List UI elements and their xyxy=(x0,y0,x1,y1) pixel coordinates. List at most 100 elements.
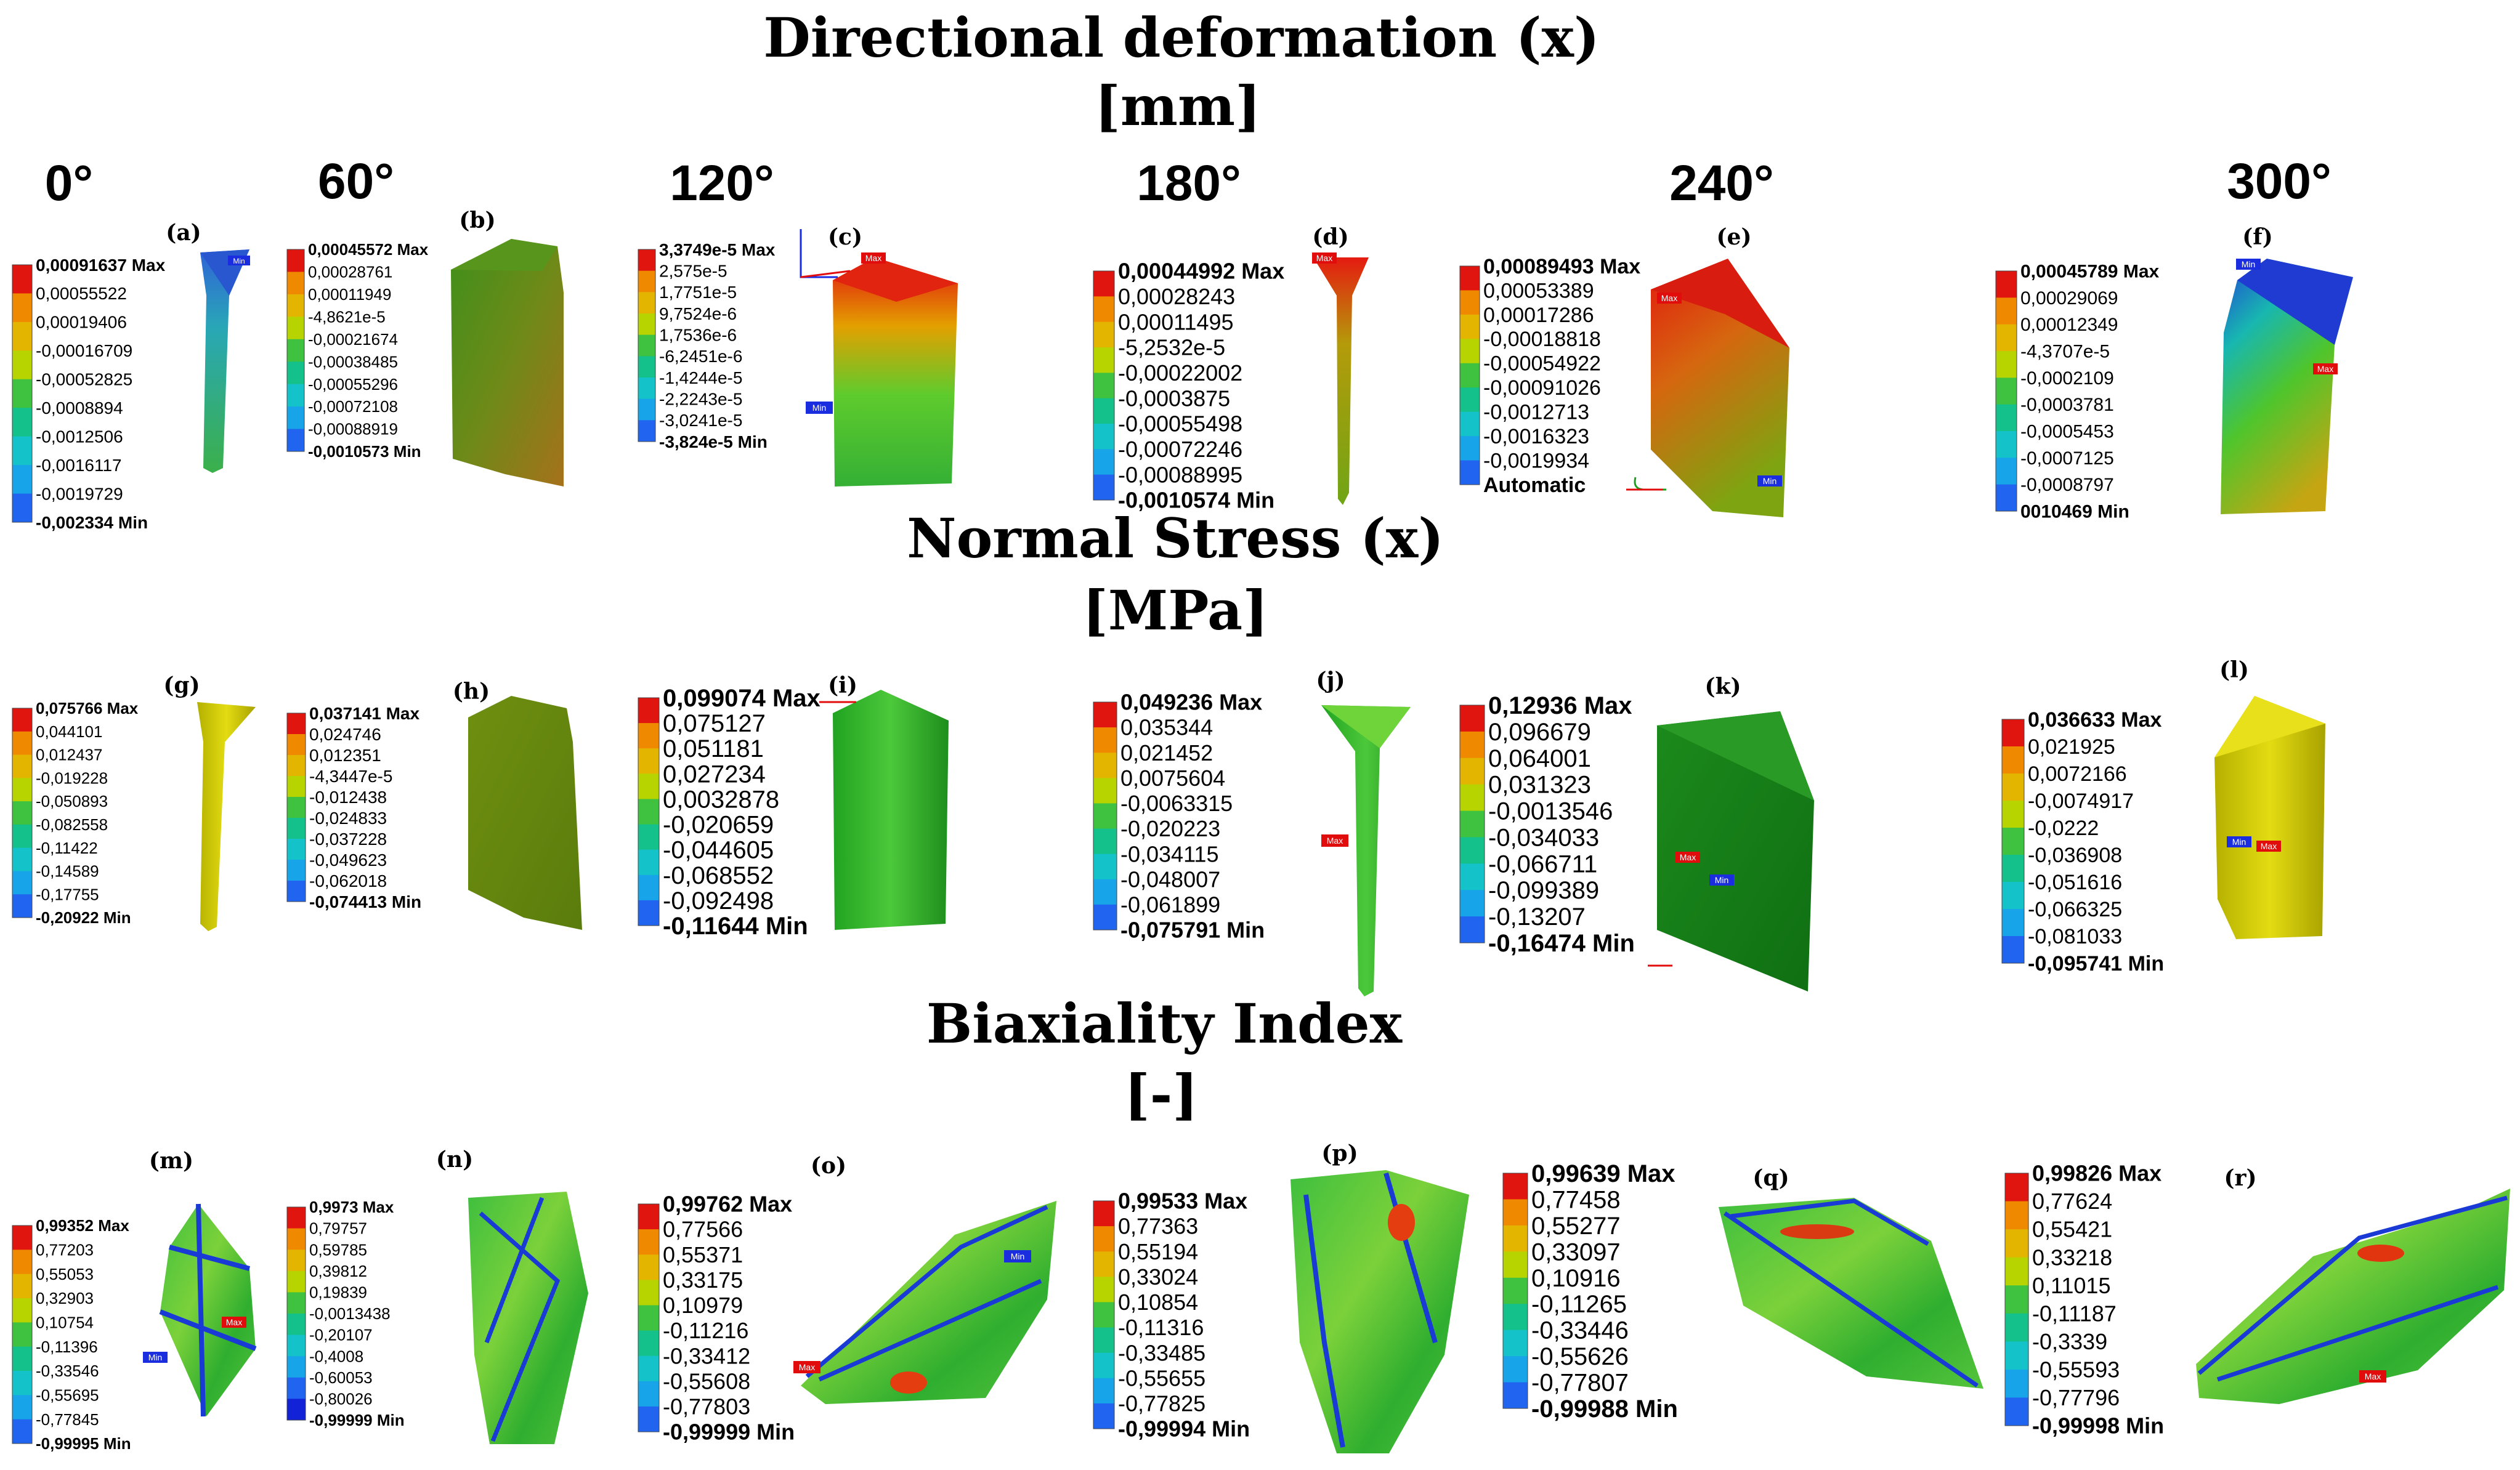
legend-value: -0,0222 xyxy=(2028,817,2099,840)
legend-swatch xyxy=(1460,266,1480,291)
tag-d-max: Max xyxy=(1316,253,1332,263)
legend-swatch xyxy=(2002,746,2024,774)
tag-f-max: Max xyxy=(2317,364,2333,374)
heading-biaxiality: Biaxiality Index xyxy=(926,991,1403,1056)
panel-label-g: (g) xyxy=(163,672,200,698)
legend-l: 0,036633 Max 0,021925 0,0072166 -0,0074917 -… xyxy=(2001,708,2164,975)
legend-swatch xyxy=(1460,757,1485,785)
legend-value: 0,55421 xyxy=(2032,1217,2112,1242)
legend-swatch xyxy=(638,270,655,293)
legend-swatch xyxy=(2005,1173,2028,1202)
tag-l-min: Min xyxy=(2232,837,2247,847)
legend-value: -0,075791 Min xyxy=(1120,918,1265,943)
legend-value: 0,55053 xyxy=(36,1265,94,1283)
tag-c-max: Max xyxy=(865,253,881,263)
legend-value: -0,095741 Min xyxy=(2028,952,2164,975)
legend-value: -6,2451e-6 xyxy=(659,347,742,366)
legend-value: -0,020223 xyxy=(1120,816,1220,841)
legend-value: -1,4244e-5 xyxy=(659,368,742,387)
legend-swatch xyxy=(287,249,304,272)
legend-value: -0,020659 xyxy=(663,812,774,839)
model-c-body xyxy=(833,257,958,487)
legend-value: -0,55655 xyxy=(1118,1365,1205,1391)
legend-q: 0,99639 Max0,774580,552770,330970,10916-… xyxy=(1502,1160,1678,1423)
legend-value: 0,77203 xyxy=(36,1240,94,1259)
legend-value: 0,00089493 Max xyxy=(1483,255,1640,278)
legend-swatch xyxy=(2002,719,2024,747)
legend-value: -0,034115 xyxy=(1120,841,1218,866)
model-p-edge xyxy=(1303,1172,1438,1448)
legend-swatch xyxy=(287,1270,306,1293)
legend-frame xyxy=(2004,1173,2029,1426)
legend-value: -0,036908 xyxy=(2028,844,2122,867)
legend-h: 0,037141 Max 0,024746 0,012351 -4,3447e-5 -0… xyxy=(286,704,421,911)
legend-value: -0,0019934 xyxy=(1483,449,1589,472)
legend-value: 0,00012349 xyxy=(2020,315,2118,335)
legend-swatch xyxy=(12,436,32,466)
legend-swatch xyxy=(1093,347,1114,373)
legend-value: 0,55277 xyxy=(1531,1213,1621,1240)
legend-value: 0,33097 xyxy=(1531,1238,1621,1266)
tag-a-min-box xyxy=(228,256,250,265)
panel-label-e: (e) xyxy=(1717,224,1752,250)
legend-value: 0,77363 xyxy=(1118,1214,1198,1239)
legend-a: 0,00091637 Max 0,00055522 0,00019406 -0,000… xyxy=(12,256,166,532)
heading-deformation: Directional deformation (x) xyxy=(763,6,1599,70)
legend-value: 1,7536e-6 xyxy=(659,325,737,344)
legend-swatch xyxy=(1503,1304,1528,1331)
legend-value: -0,11316 xyxy=(1118,1315,1204,1340)
legend-value: -0,0013438 xyxy=(309,1304,391,1323)
legend-swatch xyxy=(287,361,304,385)
tag-d-max-box xyxy=(1312,252,1337,264)
legend-value: 0,10979 xyxy=(663,1293,743,1318)
model-r-edge xyxy=(2197,1195,2508,1382)
legend-swatch xyxy=(638,874,659,901)
legend-value: -0,55593 xyxy=(2032,1357,2120,1382)
legend-swatch xyxy=(2005,1201,2028,1230)
legend-value: -0,00055296 xyxy=(308,375,398,394)
angle-60: 60° xyxy=(318,153,394,209)
model-o-body xyxy=(801,1201,1056,1404)
legend-value: 0,035344 xyxy=(1120,715,1213,740)
legend-value: 0,99352 Max xyxy=(36,1216,129,1235)
legend-m: 0,99352 Max 0,77203 0,55053 0,32903 0,10754 -… xyxy=(12,1216,131,1453)
legend-value: -0,00054922 xyxy=(1483,352,1601,376)
legend-value: -0,99999 Min xyxy=(309,1411,405,1429)
legend-swatch xyxy=(287,1314,306,1336)
legend-value: -0,11644 Min xyxy=(663,913,808,940)
legend-value: -0,049623 xyxy=(309,850,387,870)
angle-240: 240° xyxy=(1669,155,1774,211)
legend-swatch xyxy=(1460,784,1485,812)
legend-swatch xyxy=(12,731,32,756)
legend-swatch xyxy=(287,1335,306,1357)
legend-swatch xyxy=(1460,731,1485,759)
legend-frame xyxy=(12,264,33,523)
model-q-hotspot xyxy=(1780,1224,1854,1239)
legend-swatch xyxy=(12,1298,32,1323)
legend-swatch xyxy=(1093,1226,1114,1252)
legend-value: Automatic xyxy=(1483,474,1586,497)
legend-swatch xyxy=(2005,1341,2028,1370)
legend-swatch xyxy=(12,894,32,918)
legend-value: -0,55695 xyxy=(36,1386,99,1404)
legend-value: 0,99826 Max xyxy=(2032,1161,2161,1186)
model-d xyxy=(1313,257,1369,505)
legend-swatch xyxy=(1093,1302,1114,1328)
legend-value: 0,075127 xyxy=(663,710,766,737)
legend-value: 0,00045789 Max xyxy=(2020,262,2160,282)
legend-swatch xyxy=(287,797,306,818)
model-e-top xyxy=(1651,259,1789,348)
legend-value: 9,7524e-6 xyxy=(659,304,737,323)
legend-e: 0,00089493 Max0,000533890,00017286-0,000… xyxy=(1459,255,1640,497)
model-a xyxy=(200,249,249,473)
legend-swatch xyxy=(1093,904,1117,931)
legend-value: 0,00053389 xyxy=(1483,279,1594,302)
legend-value: -0,77825 xyxy=(1118,1391,1205,1416)
legend-swatch xyxy=(638,1305,659,1331)
legend-swatch xyxy=(638,1330,659,1357)
panel-label-b: (b) xyxy=(459,208,495,233)
legend-swatch xyxy=(12,493,32,523)
legend-p: 0,99533 Max0,773630,551940,330240,10854-… xyxy=(1093,1189,1250,1442)
legend-swatch xyxy=(2005,1285,2028,1314)
model-j xyxy=(1321,705,1411,996)
